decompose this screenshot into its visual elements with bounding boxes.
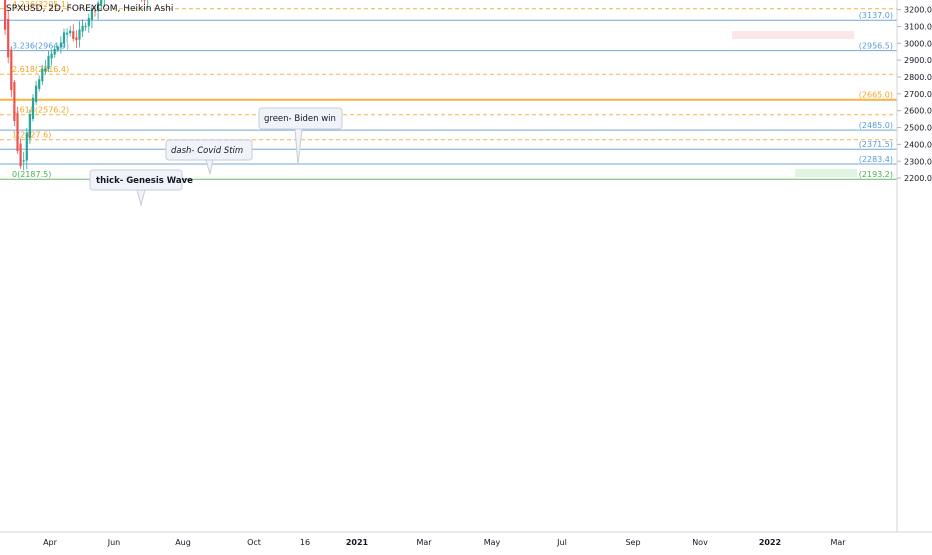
candle-body — [29, 114, 31, 138]
candle-body — [23, 160, 25, 161]
candle-body — [47, 56, 49, 69]
y-tick-label: 2200.0 — [904, 174, 932, 183]
candle-body — [41, 69, 43, 81]
candle-body — [32, 98, 34, 119]
x-tick-label: Apr — [43, 538, 58, 547]
callout-biden-text: green- Biden win — [264, 114, 336, 124]
x-tick-label: 2022 — [759, 538, 781, 547]
y-tick-label: 2800.0 — [904, 73, 932, 82]
x-tick-label: Jul — [556, 538, 567, 547]
x-tick-label: Mar — [416, 538, 432, 547]
level-label-right: (2283.4) — [859, 155, 893, 164]
y-tick-label: 2500.0 — [904, 124, 932, 133]
candle-body — [7, 19, 9, 57]
candle-body — [20, 143, 22, 166]
level-label-right: (2193.2) — [859, 170, 893, 179]
candle-body — [35, 86, 37, 102]
resistance-zone — [732, 31, 854, 39]
y-tick-label: 3200.0 — [904, 6, 932, 15]
candle — [32, 94, 34, 121]
candle-body — [54, 49, 56, 55]
candle-body — [51, 54, 53, 59]
candle-body — [85, 26, 87, 27]
y-tick-label: 2600.0 — [904, 107, 932, 116]
candle-body — [82, 26, 84, 32]
level-label-right: (2371.5) — [859, 140, 893, 149]
x-tick-label: Aug — [175, 538, 191, 547]
candle-body — [72, 31, 74, 39]
candle — [16, 107, 18, 154]
x-tick-label: May — [484, 538, 501, 547]
candle — [13, 80, 15, 126]
y-tick-label: 2400.0 — [904, 140, 932, 149]
candle-body — [78, 30, 80, 40]
x-tick-label: Jun — [107, 538, 121, 547]
x-tick-label: Nov — [692, 538, 708, 547]
y-tick-label: 3000.0 — [904, 39, 932, 48]
y-tick-label: 2700.0 — [904, 90, 932, 99]
level-label-left: 2.618(2816.4) — [12, 65, 69, 74]
callout-covid-text: dash- Covid Stim — [171, 146, 243, 156]
candle-body — [26, 133, 28, 161]
level-label-right: (2485.0) — [859, 121, 893, 130]
level-label-right: (2956.5) — [859, 42, 893, 51]
candle-body — [88, 18, 90, 26]
candle-body — [44, 68, 46, 71]
level-label-right: (3137.0) — [859, 11, 893, 20]
chart-title: SPXUSD, 2D, FOREXCOM, Heikin Ashi — [6, 4, 173, 14]
candle — [10, 46, 12, 97]
candle-body — [69, 31, 71, 33]
candle-body — [38, 79, 40, 89]
callout-genesis-text: thick- Genesis Wave — [96, 176, 193, 186]
candle-body — [10, 50, 12, 90]
y-tick-label: 2900.0 — [904, 56, 932, 65]
candle-body — [16, 113, 18, 151]
level-label-right: (2665.0) — [859, 91, 893, 100]
support-zone — [795, 169, 857, 177]
candle-body — [13, 82, 15, 121]
level-label-left: 0(2187.5) — [12, 170, 51, 179]
candle-body — [75, 37, 77, 40]
x-tick-label: 2021 — [346, 538, 369, 547]
x-tick-label: 16 — [300, 538, 310, 547]
candle-body — [66, 33, 68, 35]
x-tick-label: Sep — [625, 538, 640, 547]
x-tick-label: Mar — [830, 538, 846, 547]
level-label-left: 1.618(2576.2) — [12, 106, 69, 115]
candle-body — [63, 32, 65, 43]
x-tick-label: Oct — [247, 538, 261, 547]
candle-body — [57, 47, 59, 50]
y-tick-label: 2300.0 — [904, 157, 932, 166]
candle-body — [60, 43, 62, 48]
y-tick-label: 3100.0 — [904, 22, 932, 31]
